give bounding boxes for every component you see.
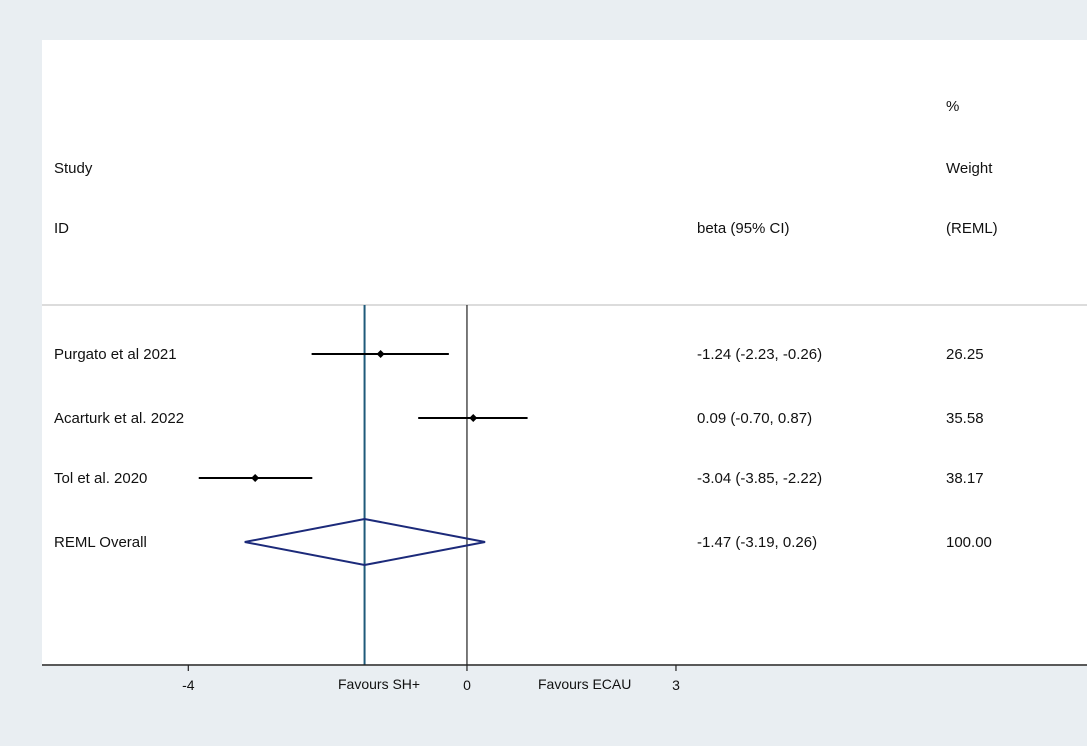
effect-ci-text: 0.09 (-0.70, 0.87): [697, 410, 812, 427]
weight-text: 26.25: [946, 346, 984, 363]
x-tick-label: -4: [182, 677, 195, 693]
x-axis: -4 0 3: [42, 664, 1087, 693]
overall-row: REML Overall -1.47 (-3.19, 0.26) 100.00: [54, 517, 992, 567]
header-weight-percent: %: [946, 98, 959, 115]
study-name: Purgato et al 2021: [54, 346, 177, 363]
header-weight-label: Weight: [946, 160, 993, 177]
study-rows: Purgato et al 2021 -1.24 (-2.23, -0.26) 26…: [54, 346, 992, 567]
weight-text: 38.17: [946, 470, 984, 487]
header-id-label: ID: [54, 220, 69, 237]
study-row: Purgato et al 2021 -1.24 (-2.23, -0.26) 26…: [54, 346, 984, 363]
point-estimate: [251, 474, 260, 482]
overall-name: REML Overall: [54, 534, 147, 551]
weight-text: 35.58: [946, 410, 984, 427]
header-effect-label: beta (95% CI): [697, 220, 790, 237]
overall-effect-ci-text: -1.47 (-3.19, 0.26): [697, 534, 817, 551]
point-estimate: [469, 414, 478, 422]
point-estimate: [376, 350, 385, 358]
study-name: Tol et al. 2020: [54, 470, 147, 487]
effect-ci-text: -3.04 (-3.85, -2.22): [697, 470, 822, 487]
study-row: Acarturk et al. 2022 0.09 (-0.70, 0.87) 35…: [54, 410, 984, 427]
header-weight-method: (REML): [946, 220, 998, 237]
x-tick-label: 0: [463, 677, 471, 693]
study-row: Tol et al. 2020 -3.04 (-3.85, -2.22) 38.17: [54, 470, 984, 487]
overall-weight-text: 100.00: [946, 534, 992, 551]
study-name: Acarturk et al. 2022: [54, 410, 184, 427]
header-study-label: Study: [54, 160, 93, 177]
effect-ci-text: -1.24 (-2.23, -0.26): [697, 346, 822, 363]
plot-area: [42, 40, 1087, 666]
favours-right-label: Favours ECAU: [538, 676, 631, 692]
overall-diamond: [244, 517, 486, 567]
favours-left-label: Favours SH+: [338, 676, 420, 692]
reference-lines: [363, 305, 468, 665]
x-tick-label: 3: [672, 677, 680, 693]
